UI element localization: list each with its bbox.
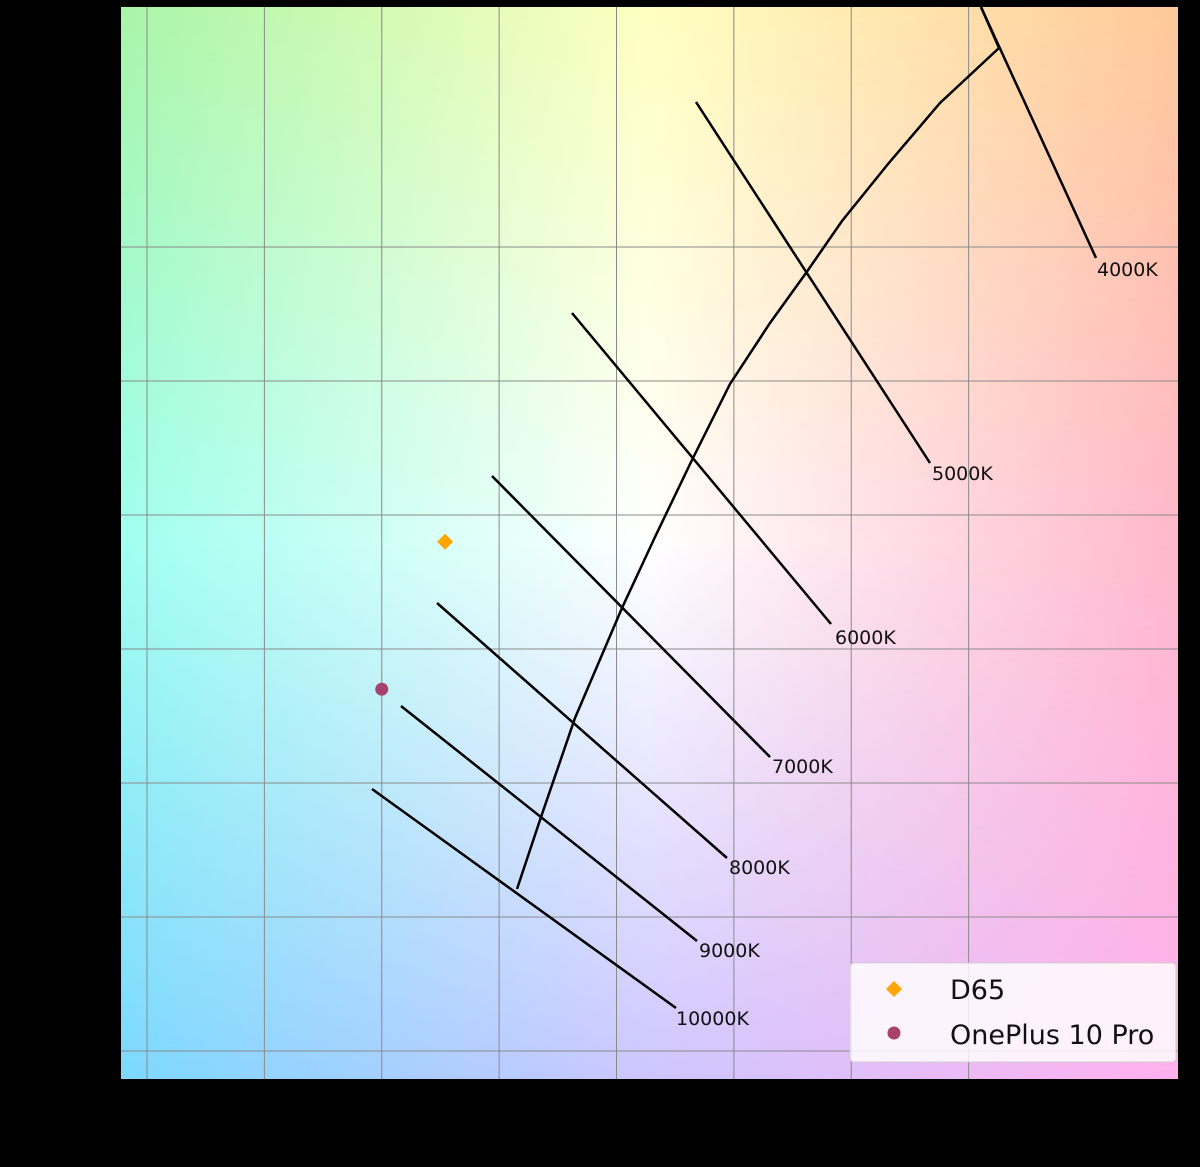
plot-background	[121, 7, 1178, 1079]
isotherm-label-8000k: 8000K	[729, 857, 790, 879]
planckian-locus-line	[515, 47, 1000, 890]
legend-box	[849, 962, 1177, 1063]
data-point-d65	[437, 533, 454, 550]
isotherm-label-10000k: 10000K	[676, 1008, 749, 1030]
legend-circle-icon	[887, 1026, 901, 1040]
isotherm-label-6000k: 6000K	[835, 627, 896, 649]
isotherm-line-7000k	[491, 475, 771, 758]
markers-layer	[375, 533, 454, 696]
curves-layer	[371, 7, 1098, 1010]
isotherm-line-6000k	[571, 312, 832, 625]
isotherm-line-10000k	[371, 787, 677, 1010]
isotherm-line-8000k	[436, 602, 728, 859]
isotherm-label-9000k: 9000K	[699, 940, 760, 962]
legend: D65 OnePlus 10 Pro	[849, 962, 1177, 1063]
isotherm-line-5000k	[694, 101, 932, 464]
legend-label-d65: D65	[950, 975, 1005, 1006]
data-point-oneplus	[375, 682, 389, 696]
isotherm-line-9000k	[400, 705, 698, 942]
isotherm-line-4000k	[979, 7, 1098, 259]
isotherm-label-7000k: 7000K	[772, 756, 833, 778]
isotherm-label-4000k: 4000K	[1097, 259, 1158, 281]
legend-diamond-icon	[886, 981, 902, 997]
grid-lines	[121, 7, 1178, 1079]
isotherm-label-5000k: 5000K	[932, 463, 993, 485]
isotherm-labels-layer: 4000K 5000K 6000K 7000K 8000K 9000K 10000K	[676, 259, 1158, 1030]
legend-label-oneplus: OnePlus 10 Pro	[950, 1020, 1154, 1051]
